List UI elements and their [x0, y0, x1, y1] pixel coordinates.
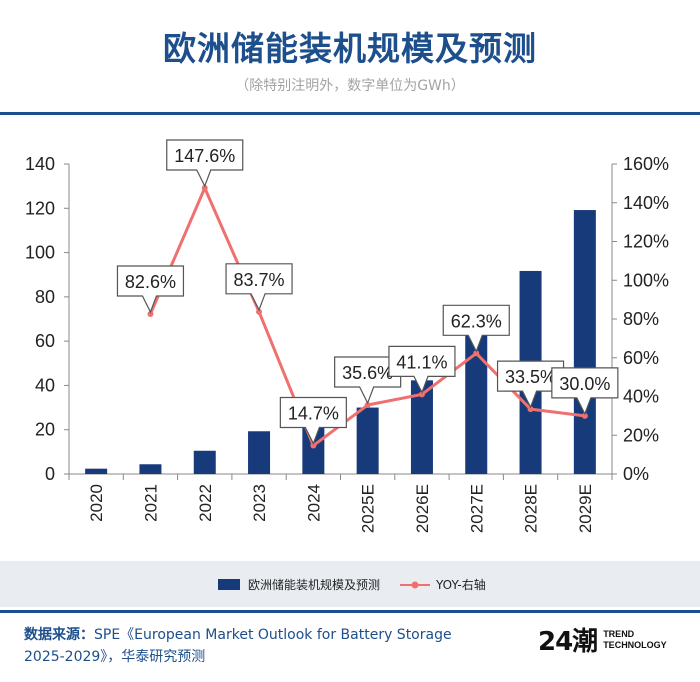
yoy-callout-box [388, 345, 456, 394]
y-right-tick-label: 20% [623, 425, 659, 445]
brand-logo: 24潮 TREND TECHNOLOGY [538, 621, 667, 658]
bar-2020 [85, 468, 108, 474]
y-left-tick-label: 140 [25, 154, 55, 174]
bar-2025E [356, 407, 379, 474]
bar-2023 [248, 431, 271, 474]
yoy-point-2024 [310, 442, 317, 449]
y-left-tick-label: 80 [35, 287, 55, 307]
y-right-tick-label: 40% [623, 387, 659, 407]
y-right-tick-label: 60% [623, 348, 659, 368]
yoy-callout-box [166, 139, 244, 188]
y-right-tick-label: 160% [623, 154, 669, 174]
yoy-data-label: 33.5% [505, 367, 556, 387]
y-right-tick-label: 120% [623, 232, 669, 252]
yoy-point-2021 [147, 310, 154, 317]
y-right-tick-label: 0% [623, 464, 649, 484]
yoy-callout-box [279, 396, 347, 446]
x-tick-label: 2022 [196, 484, 215, 522]
x-tick-label: 2025E [359, 484, 378, 533]
yoy-data-label: 62.3% [451, 311, 502, 331]
chart-canvas: 0 20 40 60 80 100 120 140 0% 20% 40% 60% 80% 100% 120%… [25, 139, 669, 533]
logo-text: TREND TECHNOLOGY [603, 629, 667, 651]
yoy-data-label: 30.0% [559, 374, 610, 394]
yoy-data-label: 41.1% [396, 352, 447, 372]
yoy-data-label: 83.7% [234, 270, 285, 290]
legend-item-bar-series: 欧洲储能装机规模及预测 [218, 576, 380, 593]
yoy-callout-box [442, 304, 510, 353]
yoy-callout-box [225, 263, 293, 312]
x-tick-label: 2028E [522, 484, 541, 533]
bar-2024 [302, 425, 325, 474]
x-tick-label: 2024 [304, 484, 323, 522]
logo-line-1: TREND [603, 628, 635, 639]
logo-mark: 24潮 [538, 627, 598, 657]
bar-2026E [410, 380, 433, 474]
legend-bar-swatch [218, 579, 240, 590]
source-note: 数据来源：SPE《European Market Outlook for Bat… [24, 624, 494, 668]
x-tick-label: 2027E [467, 484, 486, 533]
bar-2021 [139, 464, 162, 474]
yoy-point-2022 [201, 185, 208, 192]
x-tick-label: 2020 [87, 484, 106, 522]
yoy-point-2028E [527, 406, 534, 413]
yoy-data-label: 82.6% [125, 272, 176, 292]
yoy-point-2023 [256, 308, 263, 315]
logo-line-2: TECHNOLOGY [603, 639, 667, 650]
legend-line-swatch [400, 581, 430, 588]
header-divider [0, 112, 700, 115]
yoy-data-label: 35.6% [342, 363, 393, 383]
x-tick-label: 2029E [576, 484, 595, 533]
y-left-tick-label: 120 [25, 198, 55, 218]
yoy-point-2026E [418, 391, 425, 398]
chart-subtitle: （除特别注明外，数字单位为GWh） [235, 78, 465, 94]
yoy-point-2027E [473, 350, 480, 357]
x-tick-label: 2021 [141, 484, 160, 522]
bar-2029E [573, 210, 596, 475]
source-label: 数据来源： [24, 627, 94, 643]
x-tick-label: 2026E [413, 484, 432, 533]
source-text: SPE《European Market Outlook for Battery … [24, 627, 452, 665]
yoy-callout-box [551, 367, 619, 416]
y-right-tick-label: 140% [623, 193, 669, 213]
x-tick-label: 2023 [250, 484, 269, 522]
y-right-tick-label: 100% [623, 270, 669, 290]
yoy-point-2025E [364, 402, 371, 409]
y-left-tick-label: 20 [35, 420, 55, 440]
legend-line-label: YOY-右轴 [436, 578, 486, 592]
y-left-tick-label: 100 [25, 243, 55, 263]
legend-item-line-series: YOY-右轴 [400, 576, 486, 593]
bar-2022 [193, 450, 216, 474]
y-left-tick-label: 60 [35, 331, 55, 351]
footer-divider [0, 610, 700, 613]
chart-title: 欧洲储能装机规模及预测 [163, 29, 537, 68]
yoy-callout-box [116, 265, 185, 314]
yoy-data-label: 14.7% [288, 404, 339, 424]
y-left-tick-label: 0 [45, 464, 55, 484]
legend-area [0, 561, 700, 607]
y-right-tick-label: 80% [623, 309, 659, 329]
yoy-point-2029E [581, 412, 588, 419]
yoy-data-label: 147.6% [174, 146, 235, 166]
yoy-callout-box [496, 360, 565, 409]
y-left-tick-label: 40 [35, 375, 55, 395]
legend-bar-label: 欧洲储能装机规模及预测 [248, 578, 381, 592]
